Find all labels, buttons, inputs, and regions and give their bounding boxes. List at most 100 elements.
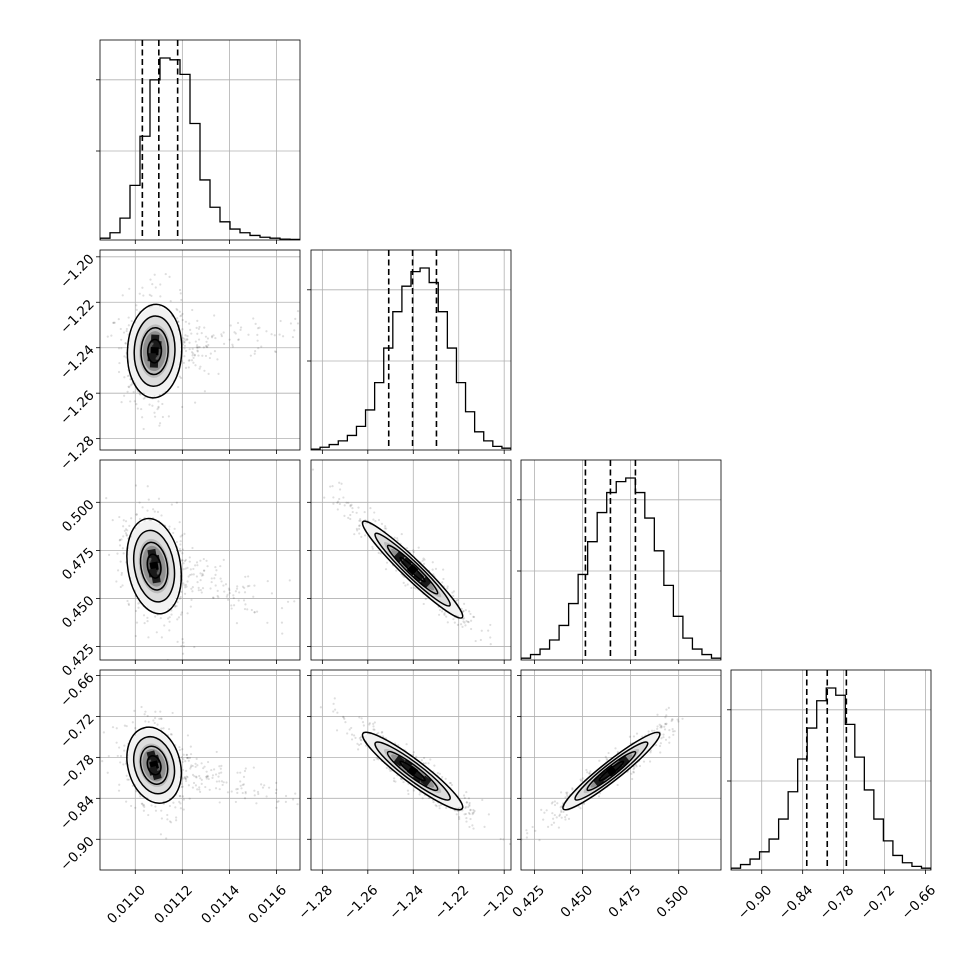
scatter-point [270, 333, 273, 336]
pair-frame [99, 249, 301, 451]
scatter-point [161, 415, 164, 419]
scatter-point [184, 777, 188, 781]
scatter-point [168, 820, 172, 823]
scatter-point [252, 766, 255, 769]
scatter-point [130, 517, 133, 520]
contour-level-3 [126, 726, 183, 804]
scatter-point [198, 367, 201, 370]
scatter-point [154, 710, 157, 713]
scatter-point [659, 742, 662, 745]
scatter-point [128, 524, 131, 527]
scatter-point [147, 636, 150, 639]
scatter-point [201, 354, 204, 357]
scatter-point [660, 737, 663, 740]
scatter-point [189, 745, 192, 748]
scatter-point [356, 742, 359, 745]
scatter-point [218, 780, 221, 783]
pair-plot-area [100, 670, 315, 870]
scatter-point [296, 309, 300, 313]
pair-plot-area [521, 670, 721, 870]
scatter-point [508, 842, 511, 846]
scatter-point [405, 633, 407, 635]
scatter-point [184, 349, 188, 353]
scatter-point [118, 544, 122, 547]
scatter-point [233, 331, 236, 334]
scatter-point [559, 791, 563, 794]
scatter-point [127, 385, 130, 388]
scatter-point [249, 354, 252, 357]
scatter-point [154, 615, 157, 618]
scatter-point [123, 529, 126, 532]
contour-level-3 [562, 731, 661, 811]
scatter-point [307, 344, 309, 346]
scatter-point [230, 607, 233, 610]
scatter-point [181, 760, 184, 764]
scatter-point [427, 762, 430, 765]
contour-level-2 [374, 741, 451, 801]
scatter-point [343, 514, 346, 517]
scatter-point [184, 339, 187, 342]
scatter-point [211, 596, 215, 599]
scatter-point [184, 583, 188, 586]
scatter-point [135, 304, 138, 307]
scatter-point [203, 765, 206, 768]
scatter-point [210, 768, 213, 772]
scatter-point [236, 787, 239, 791]
scatter-point [196, 332, 199, 335]
scatter-point [676, 718, 679, 721]
scatter-point [313, 816, 315, 818]
scatter-point [175, 816, 178, 819]
scatter-point [525, 829, 528, 832]
scatter-point [465, 801, 469, 804]
scatter-point [542, 818, 545, 821]
scatter-point [178, 597, 181, 600]
scatter-point [357, 506, 360, 509]
scatter-point [340, 482, 343, 485]
scatter-point [122, 763, 125, 766]
scatter-point [183, 776, 187, 780]
scatter-point [135, 513, 138, 516]
scatter-point [181, 312, 184, 316]
scatter-point [183, 341, 186, 344]
scatter-point [438, 608, 442, 612]
scatter-point [184, 567, 187, 570]
scatter-point [186, 756, 189, 760]
scatter-point [628, 735, 632, 738]
scatter-point [329, 485, 332, 488]
scatter-point [405, 547, 409, 550]
scatter-point [122, 552, 125, 555]
scatter-point [116, 569, 120, 572]
scatter-point [384, 568, 388, 571]
y-tick-label-p1-2: −1.24 [57, 342, 98, 383]
scatter-point [223, 590, 226, 593]
scatter-point [219, 767, 222, 770]
scatter-point [274, 791, 278, 795]
scatter-point [188, 322, 191, 325]
contour-level-2 [374, 532, 451, 607]
scatter-point [232, 594, 235, 597]
scatter-point [187, 784, 190, 787]
scatter-point [359, 518, 362, 521]
contour-level-0 [399, 760, 426, 782]
scatter-point [420, 759, 424, 762]
scatter-point [118, 539, 121, 542]
scatter-point [213, 314, 216, 317]
scatter-point [469, 612, 472, 616]
scatter-point [220, 764, 223, 767]
scatter-point [177, 385, 180, 389]
scatter-point [236, 585, 239, 588]
scatter-point [656, 727, 659, 730]
scatter-point [342, 496, 345, 499]
scatter-point [230, 604, 233, 607]
scatter-point [431, 568, 434, 571]
scatter-point [358, 524, 361, 527]
scatter-point [564, 818, 567, 821]
scatter-point [560, 809, 563, 812]
contour-level-0 [399, 556, 426, 583]
scatter-point [281, 335, 285, 338]
scatter-point [316, 616, 318, 618]
scatter-point [564, 815, 567, 819]
scatter-point [197, 586, 200, 589]
scatter-point [353, 533, 356, 536]
scatter-point [453, 621, 456, 624]
